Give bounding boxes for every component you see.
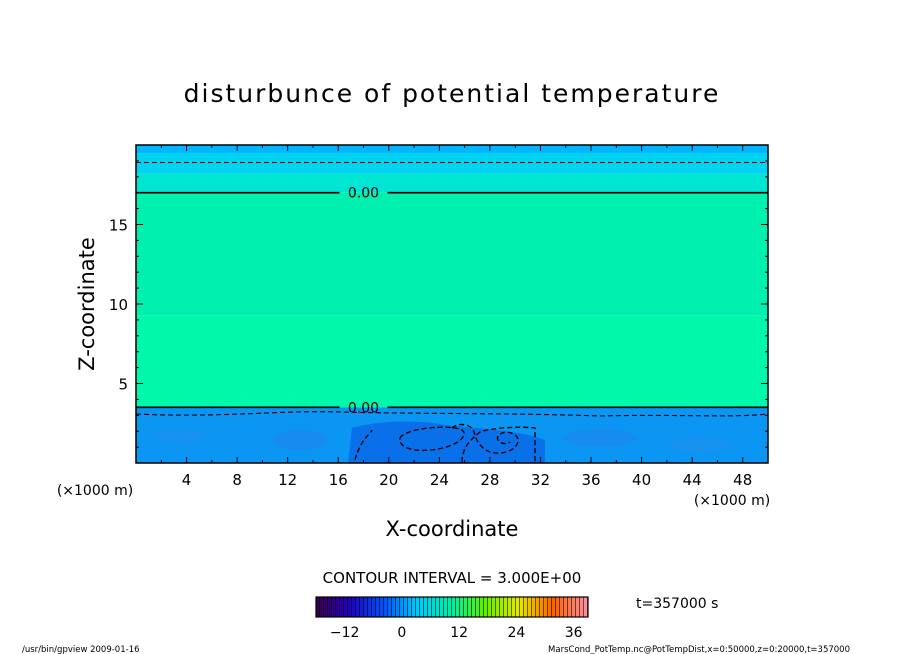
x-tick-label: 8 — [232, 471, 242, 489]
color-band-3 — [136, 192, 768, 316]
x-tick-label: 16 — [329, 471, 348, 489]
colorbar-tick-label: −12 — [330, 625, 360, 641]
negative-contour-cells — [136, 411, 768, 463]
y-axis: 5 10 15 — [109, 160, 768, 448]
y-tick-label: 15 — [109, 217, 128, 235]
y-axis-label: Z-coordinate — [75, 237, 99, 371]
x-unit-right: (×1000 m) — [694, 493, 770, 509]
time-label: t=357000 s — [636, 596, 718, 612]
x-tick-label: 20 — [379, 471, 398, 489]
x-axis: 4 8 12 16 20 24 28 32 36 40 44 48 — [160, 145, 752, 489]
plot-area: 0.00 0.00 — [136, 145, 768, 463]
color-band-2 — [136, 173, 768, 193]
x-unit-left: (×1000 m) — [57, 483, 133, 499]
x-axis-label: X-coordinate — [386, 517, 519, 541]
color-band-0 — [136, 145, 768, 153]
colorbar: −12 0 12 24 36 — [315, 596, 589, 641]
x-tick-label: 28 — [480, 471, 499, 489]
colorbar-tick-label: 12 — [450, 625, 468, 641]
x-tick-label: 12 — [278, 471, 297, 489]
colorbar-tick-label: 36 — [565, 625, 583, 641]
colorbar-tick-label: 24 — [508, 625, 526, 641]
x-tick-label: 4 — [182, 471, 192, 489]
x-tick-label: 36 — [581, 471, 600, 489]
footer-right: MarsCond_PotTemp.nc@PotTempDist,x=0:5000… — [548, 645, 850, 654]
color-band-4 — [136, 315, 768, 408]
contour-label-1: 0.00 — [348, 400, 379, 416]
x-tick-label: 24 — [430, 471, 449, 489]
y-tick-label: 10 — [109, 296, 128, 314]
contour-label-0: 0.00 — [348, 186, 379, 202]
footer-left: /usr/bin/gpview 2009-01-16 — [22, 645, 140, 654]
x-tick-label: 48 — [733, 471, 752, 489]
colorbar-tick-label: 0 — [397, 625, 406, 641]
colorbar-stripes — [316, 597, 588, 617]
contour-interval: CONTOUR INTERVAL = 3.000E+00 — [323, 569, 582, 587]
colorbar-frame — [315, 596, 589, 618]
chart-title: disturbunce of potential temperature — [184, 79, 721, 108]
x-tick-label: 44 — [683, 471, 702, 489]
x-tick-label: 32 — [531, 471, 550, 489]
x-tick-label: 40 — [632, 471, 651, 489]
y-tick-label: 5 — [118, 376, 128, 394]
color-band-1 — [136, 152, 768, 174]
